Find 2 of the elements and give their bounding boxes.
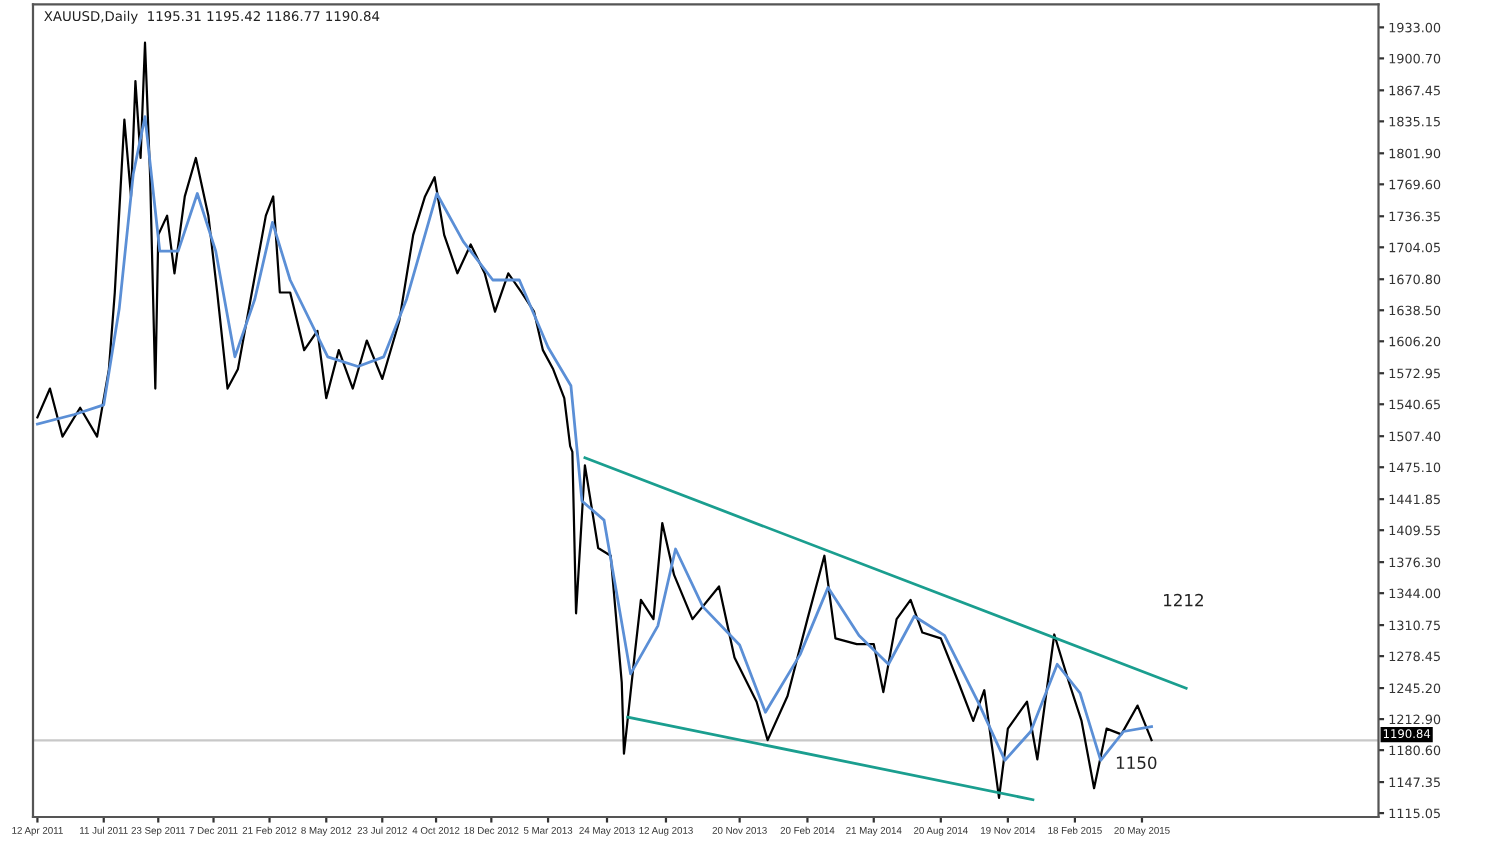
annotation: 1150 (1116, 756, 1157, 770)
annotation: 1212 (1164, 593, 1203, 607)
